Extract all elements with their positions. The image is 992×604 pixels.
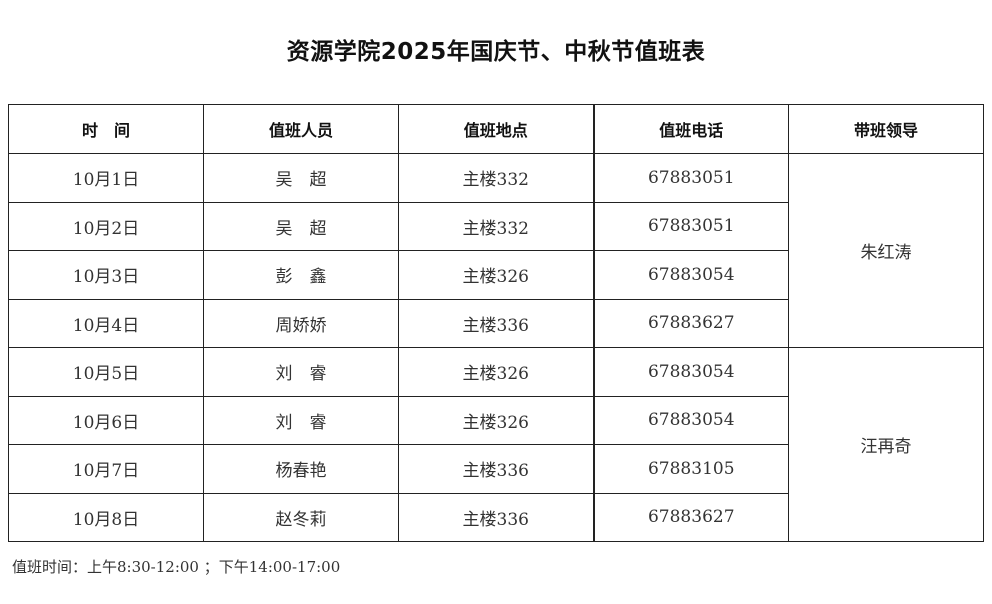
table-row: 10月2日吴 超主楼332 67883051 xyxy=(8,201,984,251)
phone-cell: 67883054 xyxy=(592,250,789,300)
person-cell: 吴 超 xyxy=(203,201,399,251)
table-row: 10月6日刘 睿主楼326 67883054 xyxy=(8,395,984,445)
table-row: 10月1日吴 超主楼332 67883051 朱红涛 xyxy=(8,153,984,348)
date-cell: 10月6日 xyxy=(8,395,204,445)
duty-hours-note: 值班时间：上午8:30-12:00 ；下午14:00-17:00 xyxy=(12,558,341,576)
table-row: 10月8日 赵冬莉 主楼336 67883627 xyxy=(8,492,984,542)
date-cell: 10月3日 xyxy=(8,250,204,300)
phone-cell: 67883051 xyxy=(592,153,789,203)
person-cell: 杨春艳 xyxy=(203,444,399,494)
person-cell: 刘 睿 xyxy=(203,347,399,397)
phone-cell: 67883054 xyxy=(592,347,789,397)
page-title: 资源学院2025年国庆节、中秋节值班表 xyxy=(286,39,706,65)
place-cell: 主楼336 xyxy=(398,298,594,348)
header-time: 时 间 xyxy=(8,104,204,154)
place-cell: 主楼326 xyxy=(398,250,594,300)
leader-cell: 朱红涛 xyxy=(788,153,984,348)
place-cell: 主楼332 xyxy=(398,153,594,203)
date-cell: 10月2日 xyxy=(8,201,204,251)
person-cell: 赵冬莉 xyxy=(203,492,399,542)
date-cell: 10月5日 xyxy=(8,347,204,397)
table-row: 10月7日 杨春艳 主楼336 67883105 xyxy=(8,444,984,494)
table-row: 10月5日刘 睿主楼326 67883054 汪再奇 xyxy=(8,347,984,542)
header-leader: 带班领导 xyxy=(788,104,984,154)
person-cell: 吴 超 xyxy=(203,153,399,203)
person-cell: 彭 鑫 xyxy=(203,250,399,300)
person-cell: 刘 睿 xyxy=(203,395,399,445)
phone-cell: 67883051 xyxy=(592,201,789,251)
place-cell: 主楼326 xyxy=(398,347,594,397)
place-cell: 主楼336 xyxy=(398,492,594,542)
duty-table: 时 间 值班人员 值班地点 值班电话 带班领导 10月1日吴 超主楼332 678… xyxy=(8,104,984,542)
table-row: 10月4日 周娇娇 主楼336 67883627 xyxy=(8,298,984,348)
date-cell: 10月7日 xyxy=(8,444,204,494)
phone-cell: 67883105 xyxy=(592,444,789,494)
table-row: 10月3日彭 鑫主楼326 67883054 xyxy=(8,250,984,300)
date-cell: 10月8日 xyxy=(8,492,204,542)
place-cell: 主楼326 xyxy=(398,395,594,445)
header-phone: 值班电话 xyxy=(592,104,789,154)
header-person: 值班人员 xyxy=(203,104,399,154)
date-cell: 10月1日 xyxy=(8,153,204,203)
table-header-row: 时 间 值班人员 值班地点 值班电话 带班领导 xyxy=(8,104,984,154)
phone-cell: 67883627 xyxy=(592,298,789,348)
place-cell: 主楼336 xyxy=(398,444,594,494)
header-place: 值班地点 xyxy=(398,104,594,154)
person-cell: 周娇娇 xyxy=(203,298,399,348)
phone-cell: 67883627 xyxy=(592,492,789,542)
phone-cell: 67883054 xyxy=(592,395,789,445)
place-cell: 主楼332 xyxy=(398,201,594,251)
leader-cell: 汪再奇 xyxy=(788,347,984,542)
date-cell: 10月4日 xyxy=(8,298,204,348)
